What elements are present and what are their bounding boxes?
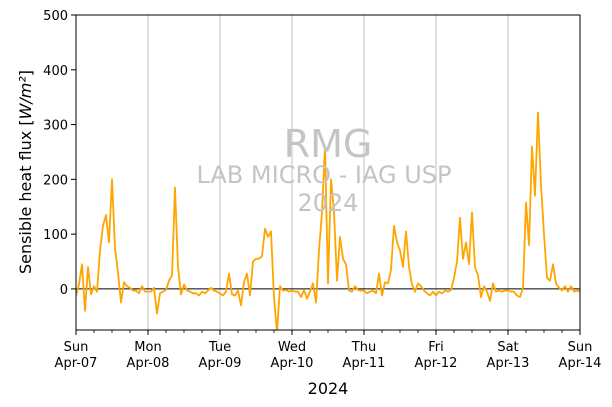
x-tick-date: Apr-09: [199, 356, 242, 371]
x-tick-date: Apr-08: [127, 356, 170, 371]
x-axis-label: 2024: [308, 379, 349, 398]
x-tick-date: Apr-12: [415, 356, 458, 371]
x-tick-date: Apr-11: [343, 356, 386, 371]
x-tick-day: Sat: [497, 340, 518, 355]
watermark-title: RMG: [284, 122, 373, 166]
grid-lines: [147, 15, 509, 330]
x-tick-date: Apr-14: [559, 356, 602, 371]
y-tick-label: 100: [43, 228, 68, 243]
x-tick-date: Apr-10: [271, 356, 314, 371]
x-tick-day: Sun: [568, 340, 593, 355]
y-axis: 0 100 200 300 400 500: [43, 9, 76, 298]
x-tick-day: Tue: [208, 340, 231, 355]
series-line: [76, 111, 580, 330]
y-tick-label: 200: [43, 173, 68, 188]
x-tick-day: Wed: [278, 340, 306, 355]
y-axis-label: Sensible heat flux [W/m²]: [16, 70, 35, 274]
y-tick-label: 500: [43, 9, 68, 24]
x-tick-day: Mon: [134, 340, 161, 355]
watermark: RMG LAB MICRO - IAG USP 2024: [196, 122, 451, 217]
series-layer: [76, 111, 580, 330]
y-tick-label: 0: [60, 283, 68, 298]
x-axis: SunApr-07MonApr-08TueApr-09WedApr-10ThuA…: [55, 330, 602, 371]
x-tick-date: Apr-07: [55, 356, 98, 371]
x-tick-date: Apr-13: [487, 356, 530, 371]
y-tick-label: 300: [43, 119, 68, 134]
watermark-year: 2024: [297, 189, 358, 217]
x-tick-day: Fri: [428, 340, 444, 355]
y-tick-label: 400: [43, 64, 68, 79]
watermark-subtitle: LAB MICRO - IAG USP: [196, 161, 451, 189]
x-tick-day: Thu: [351, 340, 376, 355]
x-tick-day: Sun: [64, 340, 89, 355]
